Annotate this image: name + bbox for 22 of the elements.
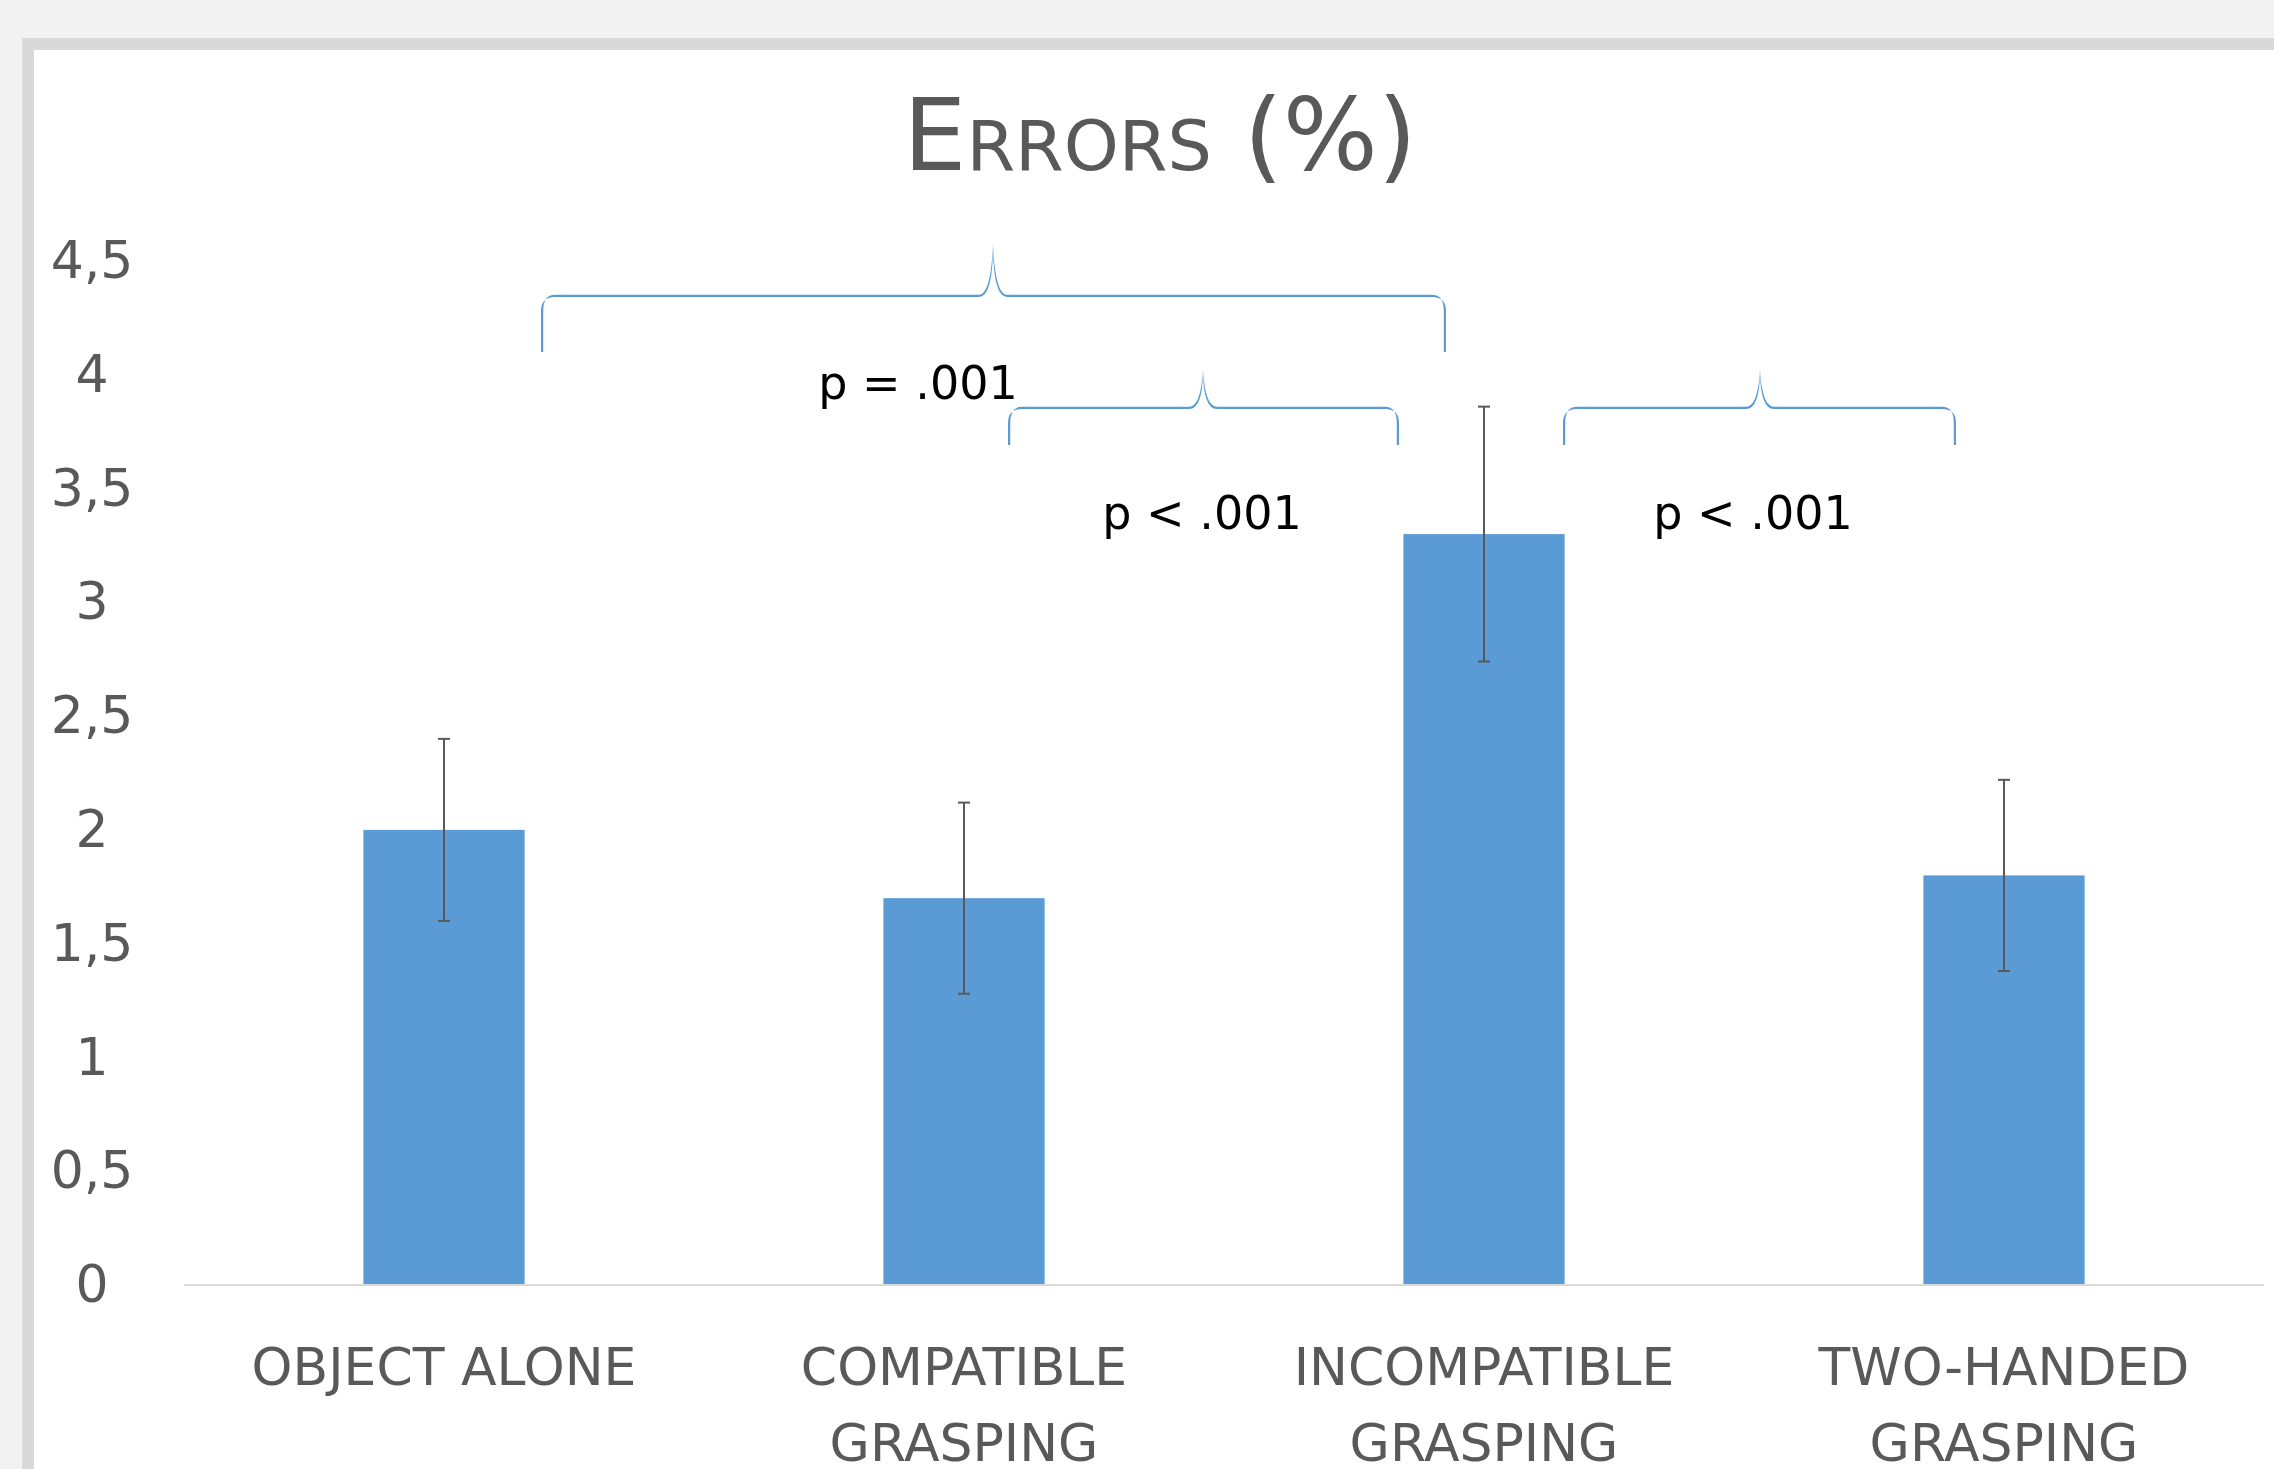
y-tick-label: 4,5 [50,230,134,291]
y-tick-label: 4 [75,343,109,404]
annotation: p = .001 [818,356,1018,410]
x-tick-label: TWO-HANDED GRASPING [1817,1337,2190,1469]
annotation: p < .001 [1653,486,1853,540]
y-tick-label: 1 [75,1026,109,1087]
bar [883,898,1045,1285]
bar [363,829,525,1285]
x-tick-label: COMPATIBLE GRASPING [800,1337,1128,1469]
bar [1923,875,2085,1285]
x-tick-label: OBJECT ALONE [251,1337,637,1397]
y-tick-label: 1,5 [50,912,134,973]
y-tick-label: 3 [75,571,109,632]
bar [1403,534,1565,1285]
y-tick-label: 0 [75,1254,109,1315]
y-tick-label: 2 [75,799,109,860]
chart-title: Errors (%) [903,77,1417,194]
x-tick-label: INCOMPATIBLE GRASPING [1293,1337,1675,1469]
annotation: p < .001 [1102,486,1302,540]
y-tick-label: 2,5 [50,685,134,746]
y-tick-label: 0,5 [50,1140,134,1201]
y-tick-label: 3,5 [50,457,134,518]
